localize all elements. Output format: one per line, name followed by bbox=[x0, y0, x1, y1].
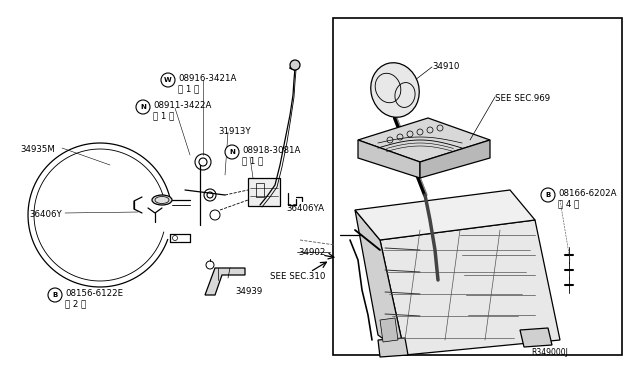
Circle shape bbox=[290, 60, 300, 70]
Text: 34910: 34910 bbox=[432, 62, 460, 71]
Polygon shape bbox=[380, 318, 398, 342]
Text: 34902: 34902 bbox=[298, 248, 325, 257]
Polygon shape bbox=[358, 118, 490, 162]
Text: SEE SEC.969: SEE SEC.969 bbox=[495, 94, 550, 103]
Text: B: B bbox=[545, 192, 550, 198]
Circle shape bbox=[161, 73, 175, 87]
Polygon shape bbox=[355, 210, 405, 355]
Polygon shape bbox=[378, 338, 408, 357]
Bar bbox=[248, 178, 280, 206]
Text: B: B bbox=[52, 292, 58, 298]
Polygon shape bbox=[355, 190, 535, 240]
Circle shape bbox=[48, 288, 62, 302]
Text: 08166-6202A: 08166-6202A bbox=[558, 189, 616, 198]
Bar bbox=[333, 18, 622, 355]
Text: 〈 1 〉: 〈 1 〉 bbox=[178, 84, 199, 93]
Text: 〈 1 〉: 〈 1 〉 bbox=[242, 156, 263, 165]
Bar bbox=[256, 183, 264, 197]
Text: 08911-3422A: 08911-3422A bbox=[153, 101, 211, 110]
Ellipse shape bbox=[152, 195, 172, 205]
Text: 08156-6122E: 08156-6122E bbox=[65, 289, 123, 298]
Polygon shape bbox=[520, 328, 552, 347]
Polygon shape bbox=[420, 140, 490, 178]
Text: 31913Y: 31913Y bbox=[218, 127, 251, 136]
Polygon shape bbox=[205, 268, 245, 295]
Text: 08918-3081A: 08918-3081A bbox=[242, 146, 300, 155]
Text: 36406YA: 36406YA bbox=[286, 204, 324, 213]
Text: 〈 2 〉: 〈 2 〉 bbox=[65, 299, 86, 308]
Text: 34935M: 34935M bbox=[20, 145, 55, 154]
Polygon shape bbox=[380, 220, 560, 355]
Circle shape bbox=[225, 145, 239, 159]
Text: 08916-3421A: 08916-3421A bbox=[178, 74, 236, 83]
Text: 34939: 34939 bbox=[235, 287, 262, 296]
Ellipse shape bbox=[371, 63, 419, 117]
Text: N: N bbox=[140, 104, 146, 110]
Text: SEE SEC.310: SEE SEC.310 bbox=[270, 272, 325, 281]
Circle shape bbox=[541, 188, 555, 202]
Text: 〈 4 〉: 〈 4 〉 bbox=[558, 199, 579, 208]
Circle shape bbox=[136, 100, 150, 114]
Text: R349000J: R349000J bbox=[531, 348, 568, 357]
Text: N: N bbox=[229, 149, 235, 155]
Text: 〈 1 〉: 〈 1 〉 bbox=[153, 111, 174, 120]
Text: 36406Y: 36406Y bbox=[29, 210, 61, 219]
Polygon shape bbox=[358, 140, 420, 178]
Text: W: W bbox=[164, 77, 172, 83]
